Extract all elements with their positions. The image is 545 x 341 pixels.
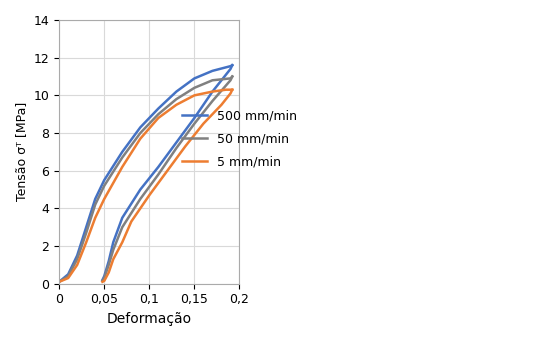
- 500 mm/min: [191, 116, 198, 120]
- 500 mm/min: [209, 90, 216, 94]
- Line: 50 mm/min: 50 mm/min: [102, 76, 232, 281]
- 500 mm/min: [155, 165, 162, 169]
- 5 mm/min: [110, 257, 117, 261]
- 5 mm/min: [227, 91, 234, 95]
- 500 mm/min: [119, 216, 125, 220]
- 50 mm/min: [191, 121, 198, 125]
- 5 mm/min: [146, 193, 153, 197]
- 5 mm/min: [182, 144, 189, 148]
- 50 mm/min: [155, 173, 162, 177]
- 5 mm/min: [106, 270, 112, 275]
- 500 mm/min: [227, 67, 234, 71]
- Y-axis label: Tensão σᵀ [MPa]: Tensão σᵀ [MPa]: [15, 102, 28, 202]
- 50 mm/min: [110, 248, 117, 252]
- 5 mm/min: [200, 121, 207, 125]
- Legend: 500 mm/min, 50 mm/min, 5 mm/min: 500 mm/min, 50 mm/min, 5 mm/min: [177, 104, 302, 173]
- 500 mm/min: [99, 278, 106, 282]
- 500 mm/min: [137, 188, 143, 192]
- 50 mm/min: [137, 197, 143, 201]
- 5 mm/min: [128, 220, 135, 224]
- 50 mm/min: [229, 74, 235, 78]
- 5 mm/min: [229, 88, 235, 92]
- 5 mm/min: [164, 169, 171, 173]
- 50 mm/min: [106, 263, 112, 267]
- 50 mm/min: [173, 146, 180, 150]
- 5 mm/min: [101, 279, 107, 283]
- 50 mm/min: [119, 225, 125, 229]
- 50 mm/min: [209, 99, 216, 103]
- 50 mm/min: [101, 276, 107, 280]
- 50 mm/min: [227, 78, 234, 82]
- 500 mm/min: [173, 140, 180, 145]
- 500 mm/min: [101, 274, 107, 278]
- 5 mm/min: [119, 240, 125, 244]
- 50 mm/min: [99, 279, 106, 283]
- Line: 5 mm/min: 5 mm/min: [102, 90, 232, 282]
- 500 mm/min: [110, 240, 117, 244]
- 500 mm/min: [106, 259, 112, 263]
- 5 mm/min: [99, 280, 106, 284]
- 5 mm/min: [218, 103, 225, 107]
- 500 mm/min: [229, 63, 235, 67]
- Line: 500 mm/min: 500 mm/min: [102, 65, 232, 280]
- X-axis label: Deformação: Deformação: [107, 312, 192, 326]
